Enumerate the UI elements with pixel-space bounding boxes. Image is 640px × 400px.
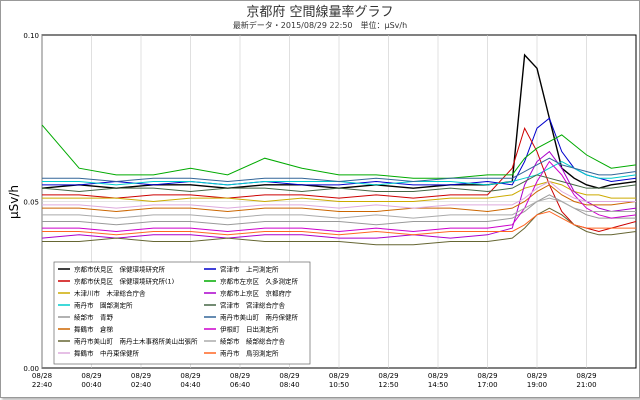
legend-box xyxy=(53,261,311,365)
legend-label: 綾部市 綾部総合庁舎 xyxy=(220,337,286,346)
legend-label: 宮津市 宮津総合庁舎 xyxy=(220,301,286,310)
x-tick-time: 12:50 xyxy=(378,381,398,389)
series-line-8 xyxy=(42,194,636,226)
legend-label: 宮津市 上司測定所 xyxy=(220,265,279,274)
x-tick-time: 14:50 xyxy=(428,381,448,389)
x-tick-time: 00:40 xyxy=(81,381,101,389)
chart-title: 京都府 空間線量率グラフ xyxy=(246,4,393,20)
x-tick-time: 06:40 xyxy=(230,381,250,389)
x-tick-date: 08/29 xyxy=(378,372,398,380)
x-tick-time: 08:40 xyxy=(279,381,299,389)
series-line-14 xyxy=(42,180,636,209)
series-line-5 xyxy=(41,150,637,239)
y-tick-label: 0.10 xyxy=(23,32,39,40)
y-tick-label: 0.00 xyxy=(23,365,39,373)
x-tick-date: 08/29 xyxy=(180,372,200,380)
legend-label: 南丹市美山町 南丹土木事務所美山出張所 xyxy=(74,337,198,346)
x-tick-time: 10:50 xyxy=(329,381,349,389)
x-tick-date: 08/28 xyxy=(32,372,52,380)
legend-label: 綾部市 青野 xyxy=(74,313,114,322)
series-line-15 xyxy=(42,210,636,236)
y-tick-labels: 0.10 0.05 0.00 xyxy=(23,32,39,373)
legend-label: 京都市左京区 久多測定所 xyxy=(220,277,299,286)
legend-label: 京都市上京区 京都府庁 xyxy=(220,289,292,298)
series-line-12 xyxy=(42,207,637,246)
legend-label: 木津川市 木津総合庁舎 xyxy=(74,289,146,298)
y-tick-label: 0.05 xyxy=(23,199,39,207)
x-tick-date: 08/29 xyxy=(230,372,250,380)
x-tick-date: 08/29 xyxy=(131,372,151,380)
x-tick-time: 19:00 xyxy=(527,381,547,389)
series-line-9 xyxy=(42,157,637,183)
y-axis-label: μSv/h xyxy=(7,185,21,219)
x-tick-date: 08/29 xyxy=(81,372,101,380)
x-tick-date: 08/29 xyxy=(279,372,299,380)
legend-label: 舞鶴市 倉梯 xyxy=(74,325,114,334)
legend-label: 京都市伏見区 保健環境研究所(1) xyxy=(74,277,174,286)
series-line-4 xyxy=(42,181,636,203)
legend-label: 京都市伏見区 保健環境研究所 xyxy=(74,265,166,274)
x-tick-time: 04:40 xyxy=(180,381,200,389)
legend-label: 南丹市 鳥羽測定所 xyxy=(220,349,279,358)
x-tick-labels: 08/2822:4008/2900:4008/2902:4008/2904:40… xyxy=(32,372,597,389)
legend-label: 伊根町 日出測定所 xyxy=(220,325,279,334)
x-tick-date: 08/29 xyxy=(329,372,349,380)
series-line-7 xyxy=(41,174,637,193)
series-lines xyxy=(41,53,637,246)
series-line-13 xyxy=(42,197,636,219)
chart-subtitle: 最新データ・2015/08/29 22:50 単位：μSv/h xyxy=(233,20,407,30)
x-tick-time: 02:40 xyxy=(131,381,151,389)
x-tick-time: 21:00 xyxy=(576,381,596,389)
series-line-10 xyxy=(42,184,637,212)
series-line-6 xyxy=(42,160,637,186)
legend-label: 南丹市美山町 南丹保健所 xyxy=(220,313,299,322)
x-tick-time: 22:40 xyxy=(32,381,52,389)
x-tick-time: 17:00 xyxy=(477,381,497,389)
x-tick-date: 08/29 xyxy=(527,372,547,380)
x-tick-date: 08/29 xyxy=(576,372,596,380)
x-tick-date: 08/29 xyxy=(428,372,448,380)
x-tick-date: 08/29 xyxy=(477,372,497,380)
legend-label: 南丹市 園部測定所 xyxy=(74,301,133,310)
legend-label: 舞鶴市 中丹東保健所 xyxy=(74,349,140,358)
